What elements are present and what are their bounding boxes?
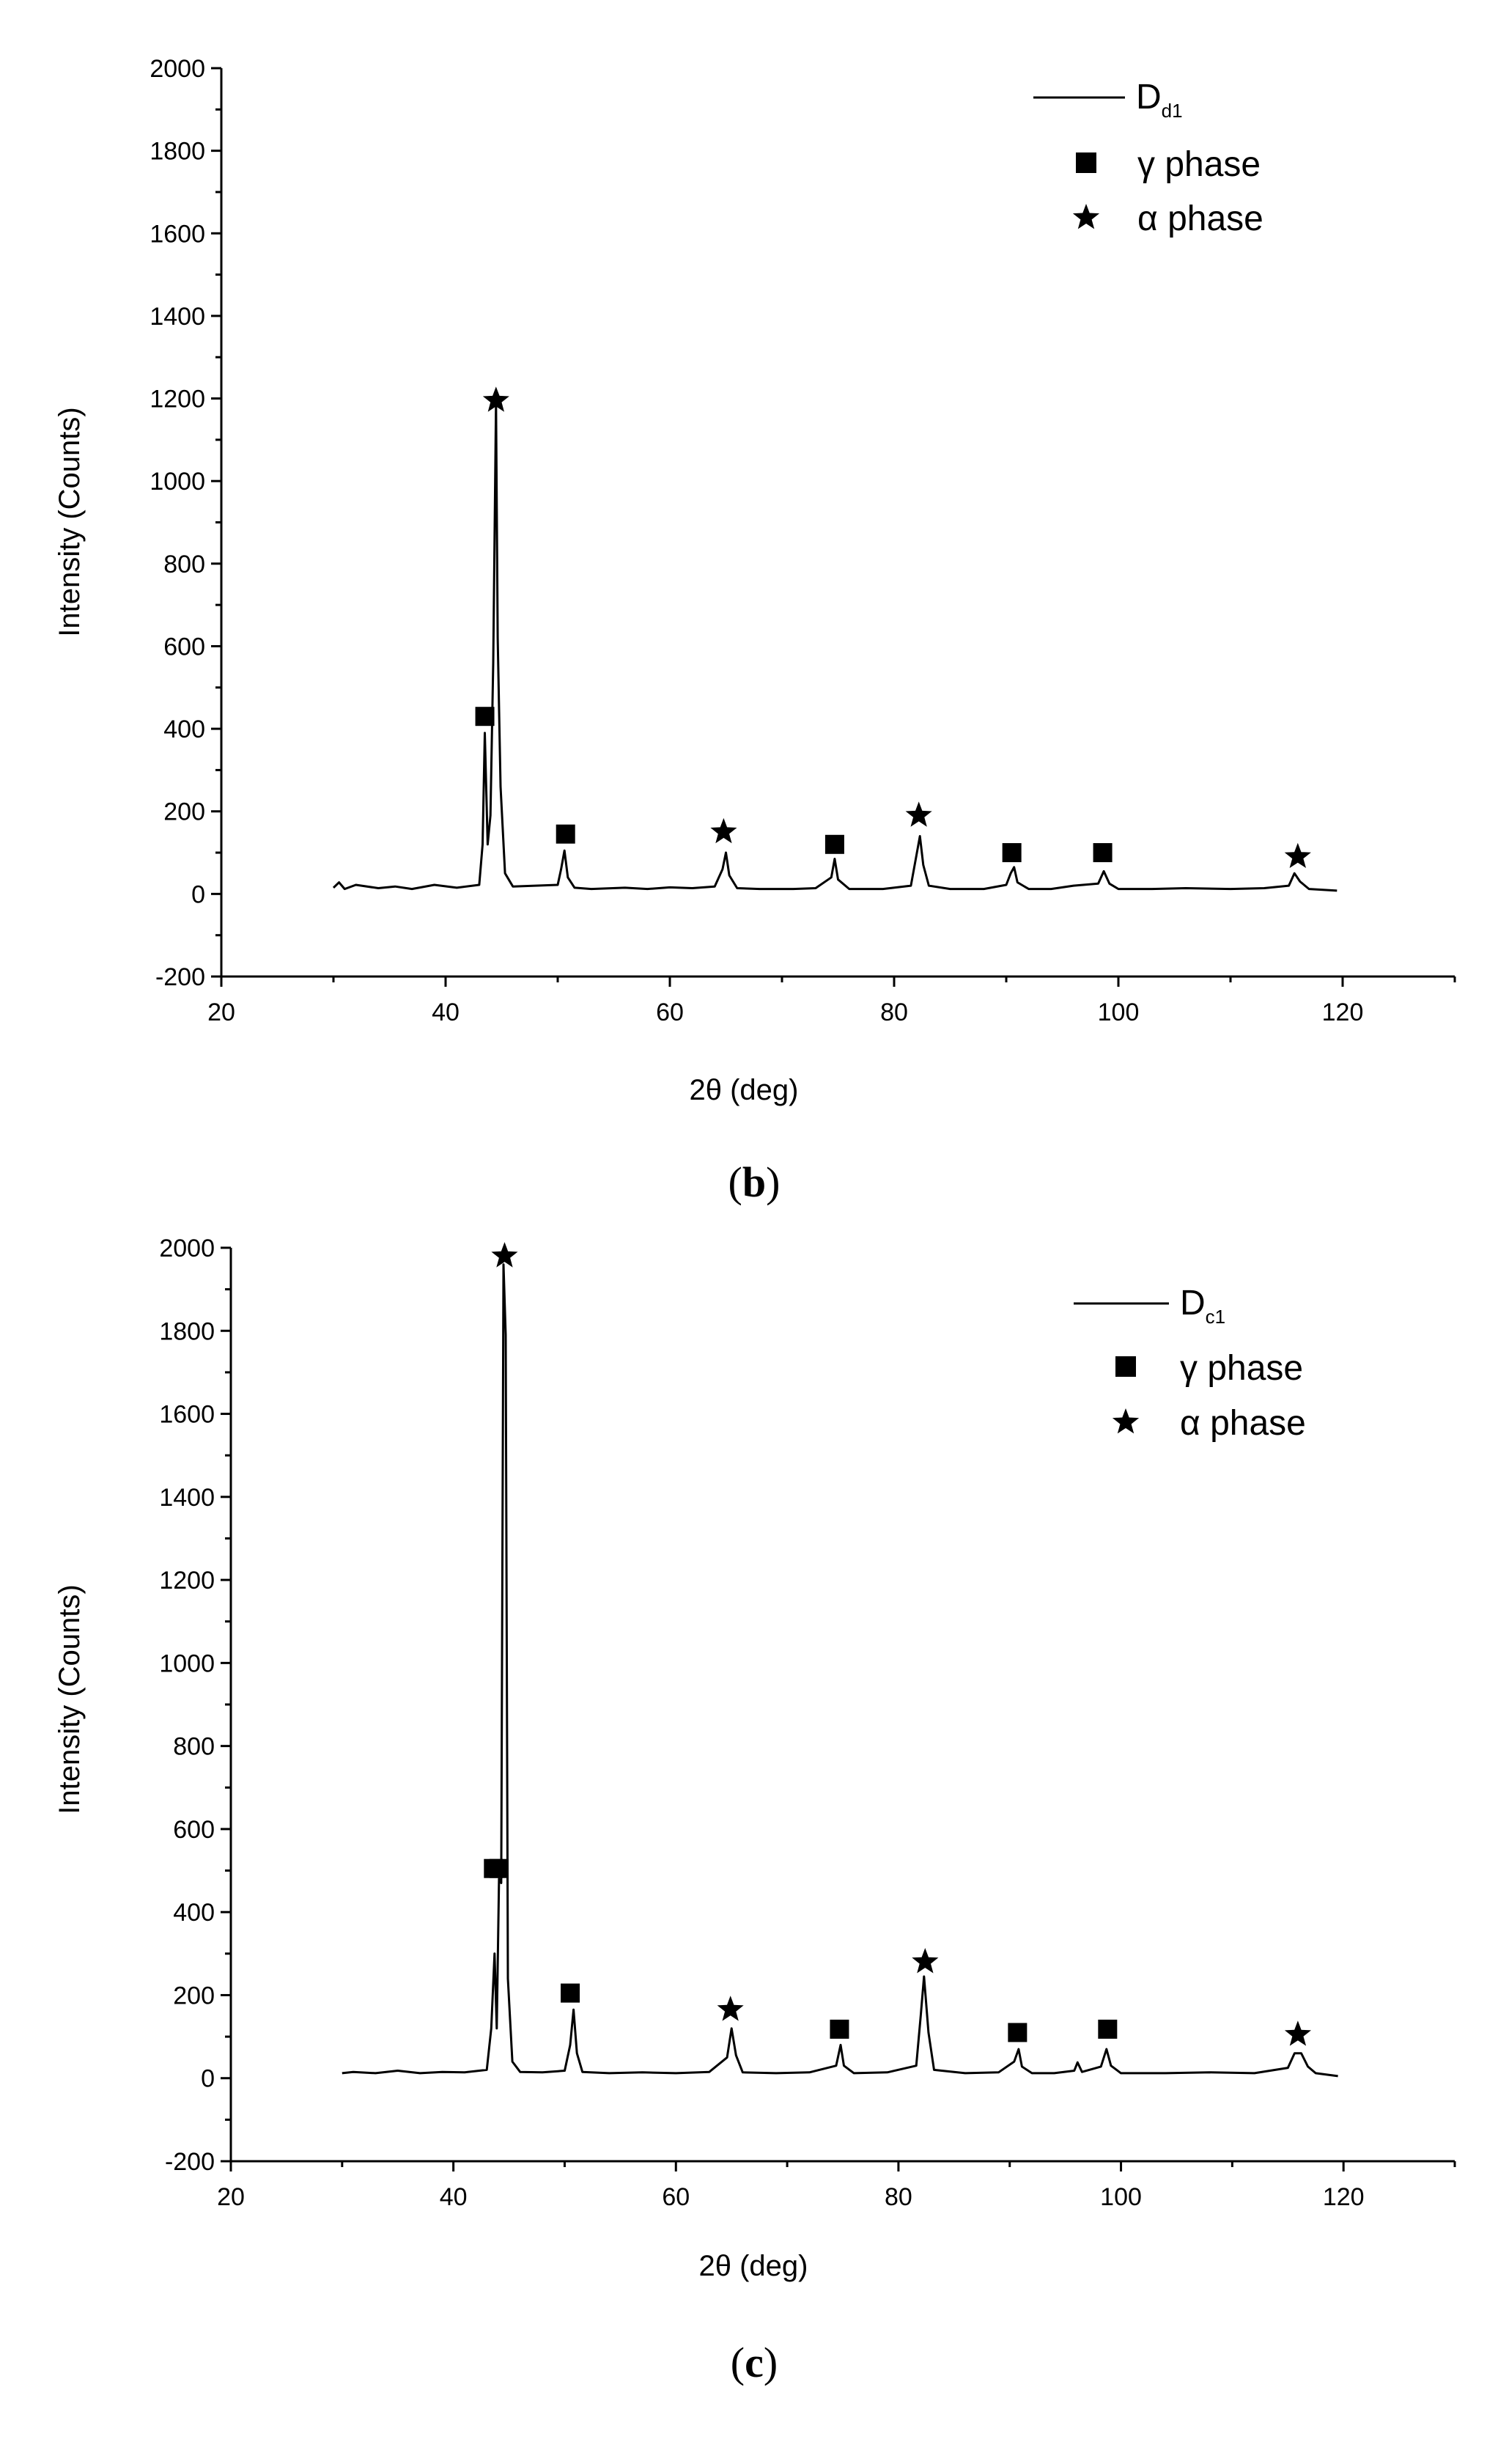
panel-caption-letter: c [745, 2339, 764, 2386]
legend-star-swatch [1072, 204, 1100, 229]
legend-gamma-label: γ phase [1137, 145, 1261, 184]
legend-alpha-label: α phase [1137, 199, 1263, 238]
panel-caption: (c) [731, 2339, 778, 2386]
gamma-phase-marker [1098, 2019, 1118, 2039]
y-tick-label: -200 [165, 2148, 215, 2176]
legend-series-main: D [1136, 78, 1162, 117]
y-tick-label: 1000 [150, 468, 205, 496]
legend-square-swatch [1115, 1356, 1136, 1377]
gamma-phase-marker [489, 1858, 509, 1878]
xrd-panel-c: -200 0 200 400 600 800 1000 1200 1400 1600 1800 200… [54, 1235, 1456, 2386]
panel-caption: (b) [728, 1158, 781, 1206]
x-tick-label: 20 [207, 999, 235, 1026]
axis-marks-b [211, 67, 1456, 987]
legend: Dc1 γ phase α phase [1074, 1284, 1306, 1443]
x-tick-label: 120 [1323, 2183, 1365, 2211]
alpha-phase-marker [482, 386, 509, 412]
gamma-phase-marker [561, 1983, 580, 2003]
y-tick-label: 1200 [150, 386, 205, 413]
xrd-pattern-line [342, 1263, 1338, 2078]
legend-series-sub: d1 [1162, 100, 1183, 122]
alpha-phase-marker [710, 817, 737, 844]
axis-marks-c [221, 1242, 1456, 2171]
alpha-phase-marker [1284, 2020, 1311, 2046]
y-tick-label: 1600 [150, 220, 205, 248]
y-axis-title: Intensity (Counts) [54, 407, 86, 636]
x-tick-label: 100 [1100, 2183, 1142, 2211]
x-tick-label: 20 [217, 2183, 245, 2211]
x-tick-label: 100 [1098, 999, 1140, 1026]
legend-star-swatch [1112, 1408, 1140, 1434]
gamma-phase-marker [830, 2019, 849, 2039]
legend: Dd1 γ phase α phase [1033, 78, 1263, 238]
gamma-phase-marker [1008, 2023, 1027, 2042]
y-tick-label: 200 [163, 798, 205, 826]
y-tick-label: 0 [191, 880, 205, 908]
legend-square-swatch [1076, 152, 1096, 173]
y-tick-label: 1400 [159, 1484, 215, 1512]
y-tick-label: 800 [163, 551, 205, 578]
y-tick-label: 1400 [150, 303, 205, 331]
x-tick-label: 120 [1322, 999, 1364, 1026]
y-tick-label: 1000 [159, 1650, 215, 1677]
y-tick-label: 800 [173, 1733, 215, 1761]
x-tick-labels-c: 20 40 60 80 100 120 [217, 2183, 1364, 2211]
xrd-pattern-line [332, 401, 1338, 892]
y-tick-label: 1200 [159, 1567, 215, 1595]
y-tick-label: 600 [173, 1816, 215, 1844]
alpha-phase-marker [912, 1948, 939, 1974]
legend-series-label: Dd1 [1136, 78, 1183, 122]
x-tick-label: 80 [880, 999, 908, 1026]
y-axis-title: Intensity (Counts) [54, 1584, 86, 1814]
gamma-phase-marker [1093, 843, 1113, 863]
gamma-phase-marker [824, 834, 844, 854]
gamma-phase-marker [1002, 843, 1022, 863]
gamma-phase-marker [556, 824, 575, 844]
y-tick-label: 0 [201, 2065, 215, 2093]
y-tick-labels-c: -200 0 200 400 600 800 1000 1200 1400 1600 1800 200… [159, 1235, 215, 2176]
legend-series-main: D [1180, 1284, 1206, 1323]
xrd-panel-b: -200 0 200 400 600 800 1000 1200 1400 1600 1800 200… [54, 55, 1456, 1206]
y-tick-label: -200 [155, 963, 205, 991]
alpha-phase-marker [717, 1996, 744, 2021]
x-tick-label: 40 [440, 2183, 468, 2211]
x-tick-label: 60 [662, 2183, 690, 2211]
y-tick-label: 2000 [159, 1235, 215, 1262]
legend-series-sub: c1 [1206, 1306, 1225, 1328]
y-tick-label: 600 [163, 633, 205, 661]
panel-caption-letter: b [742, 1158, 766, 1206]
alpha-phase-marker [905, 801, 932, 827]
y-tick-label: 1800 [150, 138, 205, 166]
gamma-phase-marker [475, 707, 495, 727]
alpha-phase-marker [1284, 842, 1311, 868]
alpha-phase-marker [491, 1242, 518, 1268]
x-tick-label: 80 [885, 2183, 912, 2211]
y-tick-label: 200 [173, 1982, 215, 2009]
y-tick-labels-b: -200 0 200 400 600 800 1000 1200 1400 1600 1800 200… [150, 55, 205, 991]
x-tick-label: 40 [432, 999, 460, 1026]
y-tick-label: 2000 [150, 55, 205, 83]
x-axis-title: 2θ (deg) [690, 1074, 799, 1106]
legend-gamma-label: γ phase [1180, 1349, 1303, 1388]
x-tick-label: 60 [656, 999, 684, 1026]
y-tick-label: 400 [163, 716, 205, 743]
y-tick-label: 400 [173, 1899, 215, 1927]
legend-alpha-label: α phase [1180, 1404, 1306, 1443]
x-axis-title: 2θ (deg) [699, 2250, 808, 2282]
y-tick-label: 1800 [159, 1317, 215, 1345]
legend-series-label: Dc1 [1180, 1284, 1225, 1328]
x-tick-labels-b: 20 40 60 80 100 120 [207, 999, 1363, 1026]
y-tick-label: 1600 [159, 1401, 215, 1429]
